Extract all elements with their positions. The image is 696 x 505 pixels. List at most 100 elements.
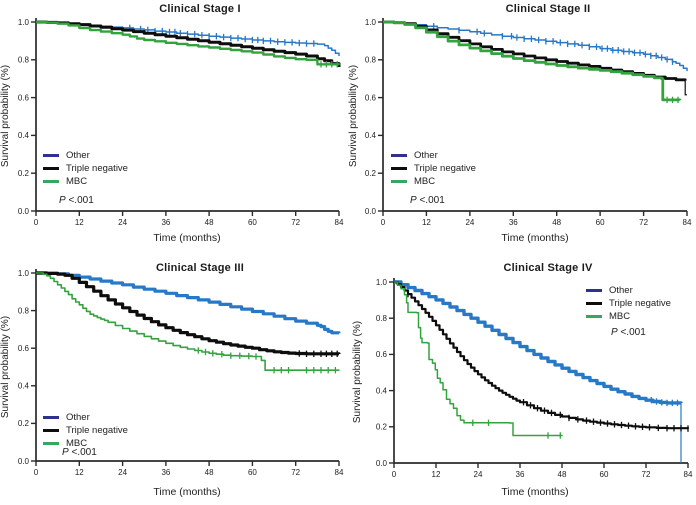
svg-text:0.6: 0.6: [18, 344, 30, 353]
svg-text:1.0: 1.0: [18, 18, 30, 27]
svg-text:60: 60: [600, 470, 609, 479]
svg-text:60: 60: [248, 468, 257, 477]
legend-item-other: Other: [43, 411, 128, 424]
svg-text:60: 60: [596, 218, 605, 227]
legend-item-mbc: MBC: [43, 175, 128, 188]
svg-text:12: 12: [75, 218, 84, 227]
y-axis-label: Survival probability (%): [348, 64, 359, 168]
svg-text:0.0: 0.0: [18, 457, 30, 466]
svg-text:24: 24: [118, 218, 127, 227]
survival-plot-stage-2: 1.0 0.8 0.6 0.4 0.2 0.0 0 12 24 36 48 60 72 84: [365, 18, 692, 227]
svg-text:72: 72: [642, 470, 651, 479]
svg-text:0: 0: [34, 468, 39, 477]
svg-text:0.6: 0.6: [376, 350, 388, 359]
svg-text:0: 0: [392, 470, 397, 479]
panel-clinical-stage-2: 1.0 0.8 0.6 0.4 0.2 0.0 0 12 24 36 48 60 72 84 Clinic…: [348, 0, 696, 253]
svg-text:0.0: 0.0: [18, 207, 30, 216]
svg-text:72: 72: [291, 218, 300, 227]
svg-text:72: 72: [291, 468, 300, 477]
svg-text:24: 24: [118, 468, 127, 477]
other-line-swatch: [586, 289, 602, 292]
y-axis-label: Survival probability (%): [352, 320, 363, 424]
panel-title: Clinical Stage III: [156, 262, 244, 274]
legend-item-triple-negative: Triple negative: [43, 162, 128, 175]
svg-text:0.8: 0.8: [365, 56, 377, 65]
svg-text:1.0: 1.0: [365, 18, 377, 27]
legend-item-other: Other: [391, 149, 476, 162]
legend-label: MBC: [609, 311, 631, 322]
legend-label: MBC: [66, 438, 88, 449]
svg-text:48: 48: [205, 468, 214, 477]
other-line-swatch: [391, 154, 407, 157]
svg-text:72: 72: [639, 218, 648, 227]
svg-text:0.4: 0.4: [18, 382, 30, 391]
svg-text:24: 24: [474, 470, 483, 479]
svg-text:12: 12: [432, 470, 441, 479]
svg-text:1.0: 1.0: [18, 269, 30, 278]
svg-text:84: 84: [335, 468, 344, 477]
svg-text:84: 84: [335, 218, 344, 227]
triple-negative-line-swatch: [586, 302, 602, 305]
svg-text:0.4: 0.4: [376, 386, 388, 395]
svg-text:12: 12: [75, 468, 84, 477]
panel-title: Clinical Stage II: [505, 3, 591, 15]
legend-label: Other: [66, 150, 90, 161]
svg-text:0: 0: [381, 218, 386, 227]
mbc-line-swatch: [586, 315, 602, 318]
svg-text:0.6: 0.6: [18, 93, 30, 102]
svg-text:36: 36: [161, 468, 170, 477]
legend-item-triple-negative: Triple negative: [586, 297, 671, 310]
legend-item-mbc: MBC: [43, 437, 128, 450]
triple-negative-line-swatch: [391, 167, 407, 170]
survival-plot-stage-1: 1.0 0.8 0.6 0.4 0.2 0.0 0 12 24 36 48 60 72 84: [18, 18, 344, 227]
svg-text:0.0: 0.0: [365, 207, 377, 216]
legend: Other Triple negative MBC: [391, 149, 476, 188]
panel-clinical-stage-3: 1.0 0.8 0.6 0.4 0.2 0.0 0 12 24 36 48 60 72 84 Clinic…: [0, 253, 348, 505]
svg-text:12: 12: [422, 218, 431, 227]
legend-label: Other: [414, 150, 438, 161]
mbc-line-swatch: [391, 180, 407, 183]
p-value: P <.001: [611, 327, 646, 338]
svg-text:0.8: 0.8: [18, 306, 30, 315]
p-value: P <.001: [410, 195, 445, 206]
legend: Other Triple negative MBC: [43, 411, 128, 450]
legend-label: MBC: [66, 176, 88, 187]
legend-item-other: Other: [586, 284, 671, 297]
svg-text:36: 36: [509, 218, 518, 227]
legend-item-mbc: MBC: [586, 310, 671, 323]
svg-text:0.0: 0.0: [376, 459, 388, 468]
svg-text:1.0: 1.0: [376, 278, 388, 287]
legend-label: Other: [609, 285, 633, 296]
legend-item-mbc: MBC: [391, 175, 476, 188]
legend-item-other: Other: [43, 149, 128, 162]
svg-text:84: 84: [683, 218, 692, 227]
x-axis-label: Time (months): [153, 486, 221, 498]
legend-label: Triple negative: [414, 163, 476, 174]
panel-clinical-stage-4: 1.0 0.8 0.6 0.4 0.2 0.0 0 12 24 36 48 60 72 84 Clinic…: [348, 253, 696, 505]
svg-text:36: 36: [516, 470, 525, 479]
svg-text:0.2: 0.2: [365, 169, 377, 178]
triple-negative-line-swatch: [43, 429, 59, 432]
other-line-swatch: [43, 154, 59, 157]
p-value: P <.001: [59, 195, 94, 206]
svg-text:0.4: 0.4: [18, 131, 30, 140]
legend: Other Triple negative MBC: [586, 284, 671, 323]
survival-plot-stage-4: 1.0 0.8 0.6 0.4 0.2 0.0 0 12 24 36 48 60 72 84: [376, 278, 693, 479]
svg-text:24: 24: [465, 218, 474, 227]
triple-negative-line-swatch: [43, 167, 59, 170]
survival-plot-stage-3: 1.0 0.8 0.6 0.4 0.2 0.0 0 12 24 36 48 60 72 84: [18, 269, 344, 477]
svg-text:48: 48: [552, 218, 561, 227]
legend-label: Triple negative: [66, 163, 128, 174]
legend-item-triple-negative: Triple negative: [43, 424, 128, 437]
svg-text:0.6: 0.6: [365, 93, 377, 102]
legend-label: Triple negative: [66, 425, 128, 436]
svg-text:36: 36: [161, 218, 170, 227]
legend-label: Triple negative: [609, 298, 671, 309]
y-axis-label: Survival probability (%): [0, 64, 11, 168]
legend-label: Other: [66, 412, 90, 423]
svg-text:0.8: 0.8: [18, 56, 30, 65]
svg-text:0.2: 0.2: [18, 419, 30, 428]
svg-text:48: 48: [558, 470, 567, 479]
legend: Other Triple negative MBC: [43, 149, 128, 188]
